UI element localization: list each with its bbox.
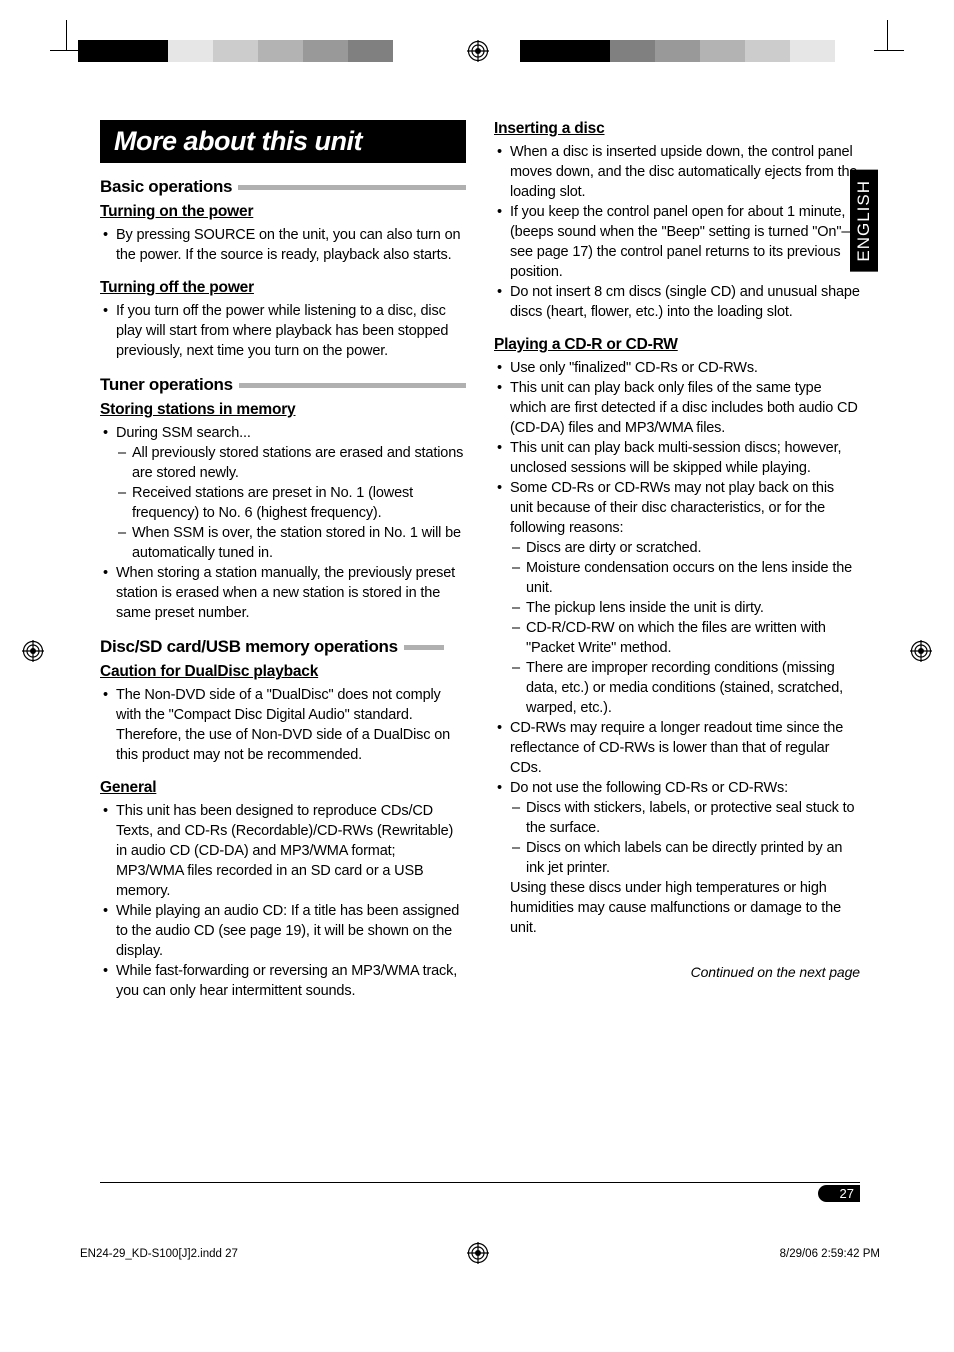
list-item: The Non-DVD side of a "DualDisc" does no… (100, 685, 466, 765)
section-heading-text: Tuner operations (100, 375, 233, 395)
subheading: Storing stations in memory (100, 401, 466, 419)
list-item-text: During SSM search... (116, 425, 251, 441)
subheading: General (100, 779, 466, 797)
list-item: Discs with stickers, labels, or protecti… (510, 798, 860, 838)
left-column: More about this unit Basic operations Tu… (100, 120, 466, 1001)
heading-rule (239, 383, 466, 388)
page-title: More about this unit (100, 120, 466, 163)
list-item: Moisture condensation occurs on the lens… (510, 558, 860, 598)
list-item-text: Do not use the following CD-Rs or CD-RWs… (510, 780, 788, 796)
list-item: CD-R/CD-RW on which the files are writte… (510, 618, 860, 658)
list-item: CD-RWs may require a longer readout time… (494, 718, 860, 778)
bullet-list: During SSM search... All previously stor… (100, 423, 466, 623)
footer-filename: EN24-29_KD-S100[J]2.indd 27 (80, 1248, 238, 1260)
registration-mark-icon (467, 40, 489, 62)
list-item: This unit has been designed to reproduce… (100, 801, 466, 901)
list-item: Discs on which labels can be directly pr… (510, 838, 860, 878)
list-item: This unit can play back multi-session di… (494, 438, 860, 478)
page-number-row: 27 (100, 1182, 860, 1203)
page-content: More about this unit Basic operations Tu… (100, 120, 860, 1001)
bullet-list: When a disc is inserted upside down, the… (494, 142, 860, 322)
registration-mark-icon (22, 640, 44, 662)
section-heading: Basic operations (100, 177, 466, 197)
subheading: Turning on the power (100, 203, 466, 221)
list-item: Do not use the following CD-Rs or CD-RWs… (494, 778, 860, 938)
section-heading: Disc/SD card/USB memory operations (100, 637, 466, 657)
color-bar-left (78, 40, 393, 62)
print-footer: EN24-29_KD-S100[J]2.indd 27 8/29/06 2:59… (80, 1248, 880, 1260)
list-item: Do not insert 8 cm discs (single CD) and… (494, 282, 860, 322)
list-item: When a disc is inserted upside down, the… (494, 142, 860, 202)
bullet-list: The Non-DVD side of a "DualDisc" does no… (100, 685, 466, 765)
list-item: If you turn off the power while listenin… (100, 301, 466, 361)
list-item: When storing a station manually, the pre… (100, 563, 466, 623)
subheading: Inserting a disc (494, 120, 860, 138)
heading-rule (238, 185, 466, 190)
list-item: While playing an audio CD: If a title ha… (100, 901, 466, 961)
heading-rule (404, 645, 444, 650)
color-bar-right (520, 40, 835, 62)
section-heading-text: Disc/SD card/USB memory operations (100, 637, 398, 657)
list-item: Use only "finalized" CD-Rs or CD-RWs. (494, 358, 860, 378)
bullet-list: This unit has been designed to reproduce… (100, 801, 466, 1001)
section-heading: Tuner operations (100, 375, 466, 395)
dash-list: All previously stored stations are erase… (116, 443, 466, 563)
subheading: Caution for DualDisc playback (100, 663, 466, 681)
list-item: When SSM is over, the station stored in … (116, 523, 466, 563)
dash-list: Discs with stickers, labels, or protecti… (510, 798, 860, 878)
list-item-text: Some CD-Rs or CD-RWs may not play back o… (510, 480, 834, 536)
registration-mark-icon (910, 640, 932, 662)
list-item: The pickup lens inside the unit is dirty… (510, 598, 860, 618)
list-item: Discs are dirty or scratched. (510, 538, 860, 558)
bullet-list: By pressing SOURCE on the unit, you can … (100, 225, 466, 265)
list-item: If you keep the control panel open for a… (494, 202, 860, 282)
right-column: Inserting a disc When a disc is inserted… (494, 120, 860, 1001)
list-item: During SSM search... All previously stor… (100, 423, 466, 563)
page-number: 27 (818, 1185, 860, 1202)
section-heading-text: Basic operations (100, 177, 232, 197)
continued-note: Continued on the next page (494, 964, 860, 980)
dash-list: Discs are dirty or scratched. Moisture c… (510, 538, 860, 718)
bullet-list: If you turn off the power while listenin… (100, 301, 466, 361)
list-item: All previously stored stations are erase… (116, 443, 466, 483)
footer-timestamp: 8/29/06 2:59:42 PM (780, 1248, 880, 1260)
list-item: While fast-forwarding or reversing an MP… (100, 961, 466, 1001)
bullet-list: Use only "finalized" CD-Rs or CD-RWs. Th… (494, 358, 860, 938)
subheading: Turning off the power (100, 279, 466, 297)
list-item: This unit can play back only files of th… (494, 378, 860, 438)
subheading: Playing a CD-R or CD-RW (494, 336, 860, 354)
list-item: Received stations are preset in No. 1 (l… (116, 483, 466, 523)
list-item: There are improper recording conditions … (510, 658, 860, 718)
list-item: Some CD-Rs or CD-RWs may not play back o… (494, 478, 860, 718)
list-item: By pressing SOURCE on the unit, you can … (100, 225, 466, 265)
paragraph: Using these discs under high temperature… (510, 878, 860, 938)
